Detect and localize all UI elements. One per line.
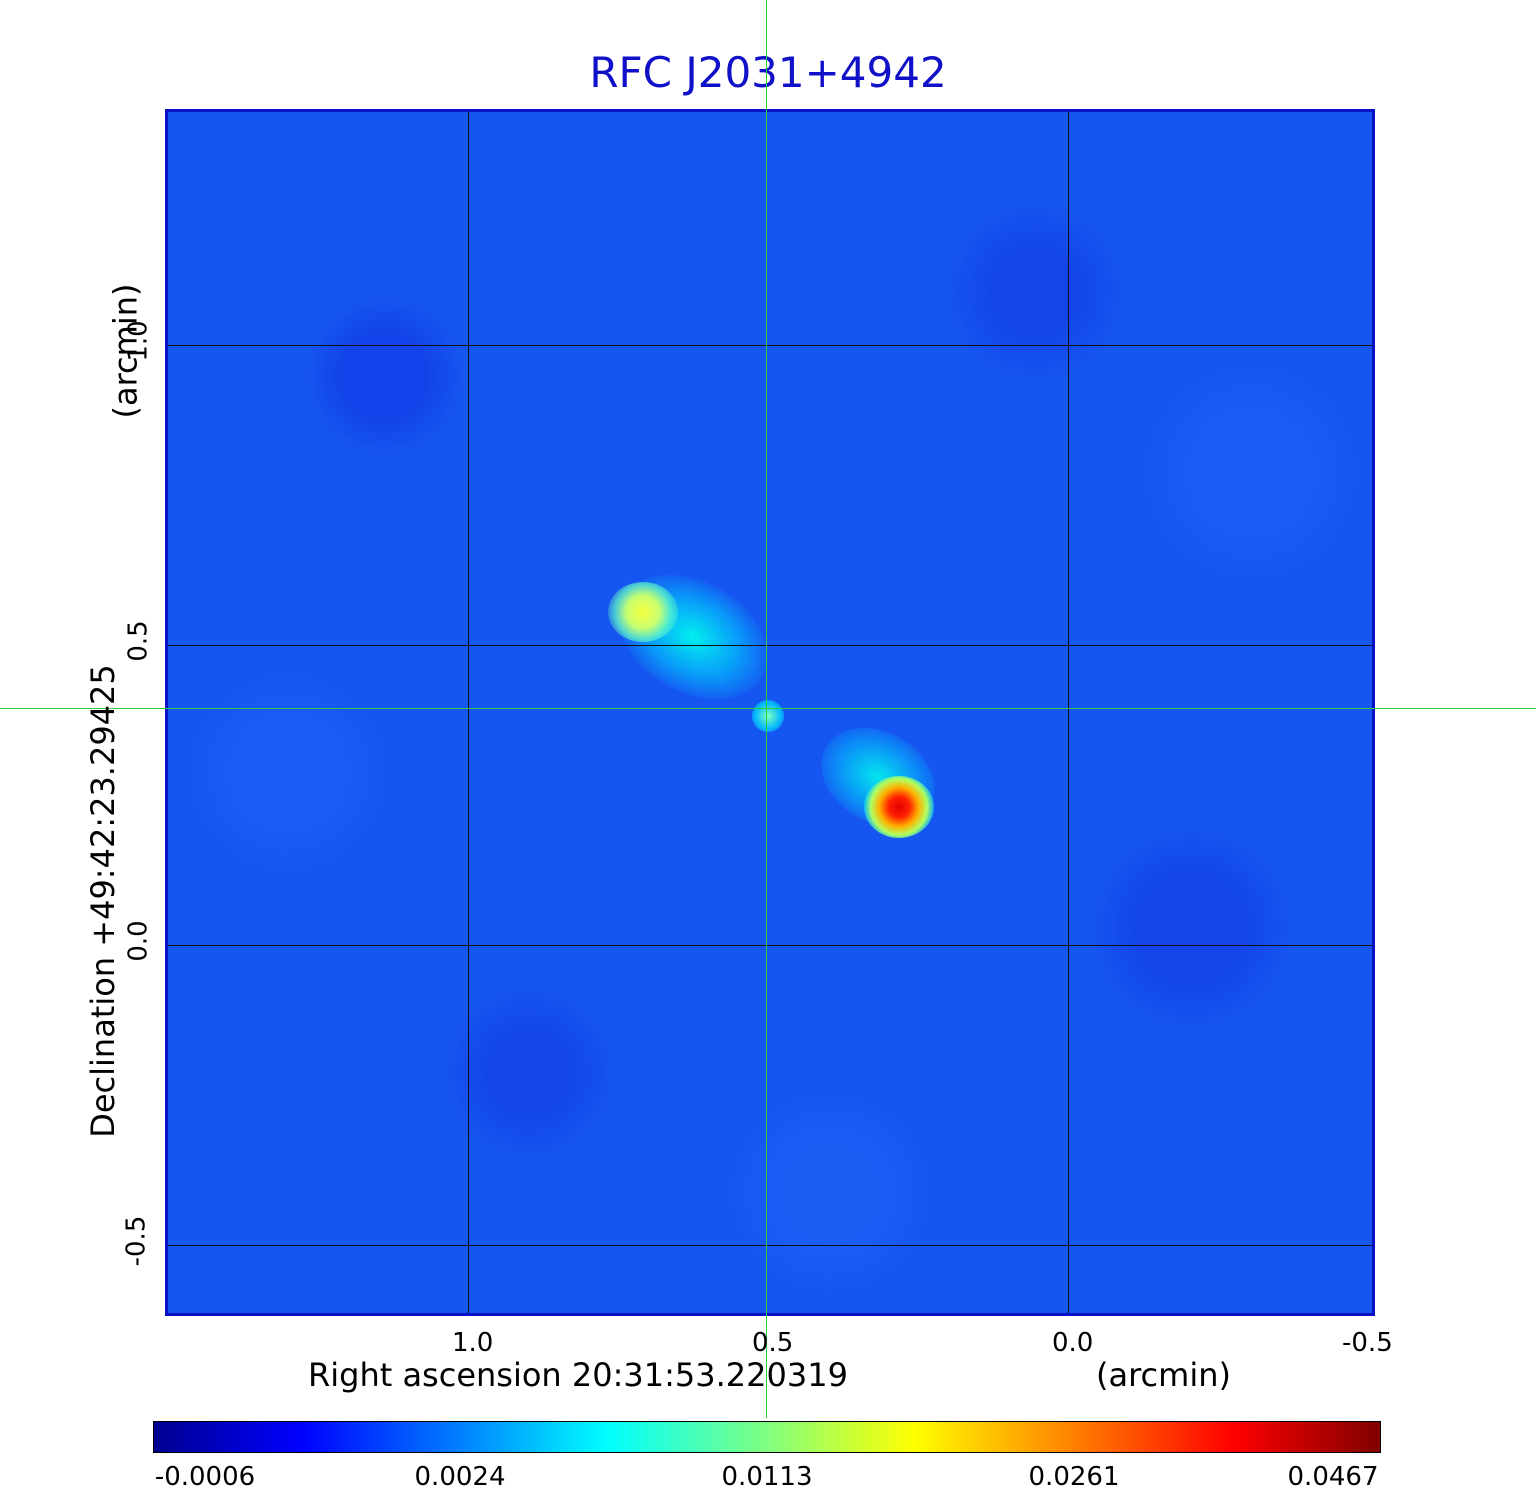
x-axis-label: Right ascension 20:31:53.220319 xyxy=(308,1356,848,1394)
grid-line-y--0.5 xyxy=(168,1245,1372,1246)
hotspot-upper xyxy=(608,582,678,642)
y-axis-label: Declination +49:42:23.29425 xyxy=(83,664,122,1138)
colorbar-tick-label: 0.0113 xyxy=(721,1462,813,1492)
grid-line-x-0.0 xyxy=(1068,112,1069,1313)
colorbar-tick-label: 0.0261 xyxy=(1028,1462,1120,1492)
crosshair-horizontal xyxy=(0,708,1536,709)
radio-image-map[interactable] xyxy=(165,109,1375,1316)
grid-line-y-0.0 xyxy=(168,945,1372,946)
x-tick-label: 0.5 xyxy=(752,1328,794,1358)
colorbar-tick-label: -0.0006 xyxy=(154,1462,256,1492)
y-tick-label: 0.5 xyxy=(123,620,154,662)
x-axis-unit: (arcmin) xyxy=(1096,1356,1231,1394)
grid-line-y-1.0 xyxy=(168,345,1372,346)
core-component xyxy=(752,700,784,732)
colorbar-tick-label: 0.0024 xyxy=(414,1462,506,1492)
x-tick-label: 0.0 xyxy=(1052,1328,1094,1358)
y-tick-label: 0.0 xyxy=(123,920,154,962)
y-axis-unit: (arcmin) xyxy=(106,283,145,419)
crosshair-vertical xyxy=(766,0,767,1418)
colorbar xyxy=(153,1421,1381,1453)
colorbar-tick-label: 0.0467 xyxy=(1287,1462,1379,1492)
grid-line-y-0.5 xyxy=(168,645,1372,646)
image-title: RFC J2031+4942 xyxy=(589,48,947,97)
grid-line-x-1.0 xyxy=(468,112,469,1313)
x-tick-label: -0.5 xyxy=(1342,1328,1393,1358)
y-tick-label: -0.5 xyxy=(121,1215,152,1267)
hotspot-lower xyxy=(864,776,934,838)
x-tick-label: 1.0 xyxy=(452,1328,494,1358)
